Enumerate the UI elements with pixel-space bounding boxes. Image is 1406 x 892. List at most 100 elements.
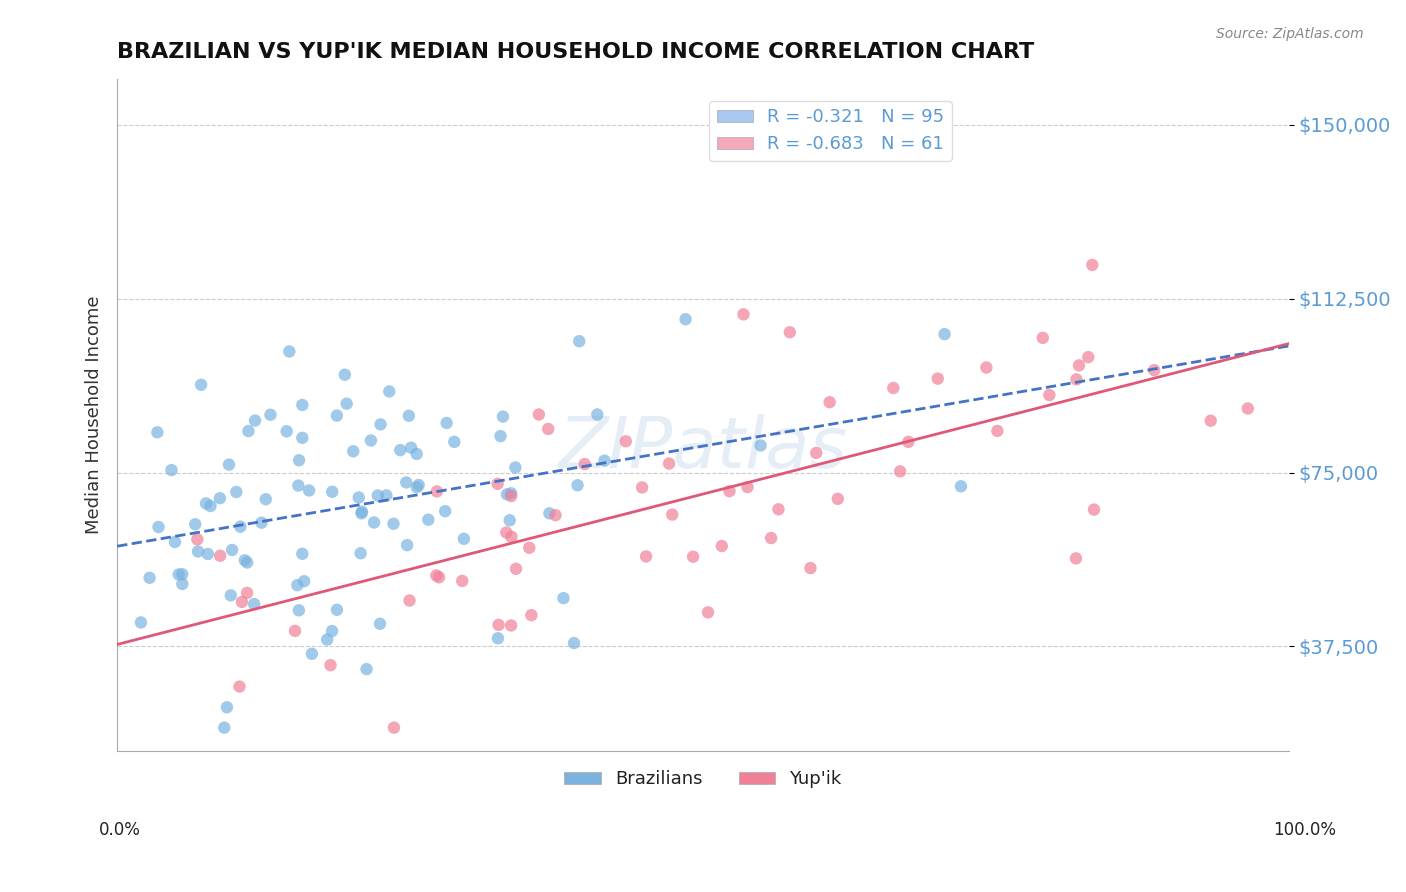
Point [378, 384, 401, 399]
Point [675, 312, 697, 326]
Point [347, 491, 370, 505]
Point [1064, 551, 1087, 566]
Point [1032, 331, 1054, 345]
Point [1083, 502, 1105, 516]
Point [172, 567, 194, 582]
Point [228, 680, 250, 694]
Point [321, 484, 343, 499]
Point [229, 519, 252, 533]
Point [350, 505, 373, 519]
Point [243, 597, 266, 611]
Point [389, 443, 412, 458]
Point [292, 574, 315, 589]
Point [517, 541, 540, 555]
Point [301, 647, 323, 661]
Point [710, 539, 733, 553]
Point [806, 446, 828, 460]
Point [215, 700, 238, 714]
Point [492, 409, 515, 424]
Point [434, 504, 457, 518]
Point [326, 603, 349, 617]
Point [733, 307, 755, 321]
Point [501, 486, 523, 500]
Point [986, 424, 1008, 438]
Point [976, 360, 998, 375]
Point [382, 516, 405, 531]
Point [436, 416, 458, 430]
Point [208, 491, 231, 505]
Point [1237, 401, 1260, 416]
Point [195, 496, 218, 510]
Point [278, 344, 301, 359]
Point [368, 616, 391, 631]
Point [631, 480, 654, 494]
Point [1066, 372, 1088, 386]
Point [818, 395, 841, 409]
Point [443, 434, 465, 449]
Point [538, 507, 561, 521]
Point [316, 632, 339, 647]
Text: BRAZILIAN VS YUP'IK MEDIAN HOUSEHOLD INCOME CORRELATION CHART: BRAZILIAN VS YUP'IK MEDIAN HOUSEHOLD INC… [117, 42, 1035, 62]
Point [336, 397, 359, 411]
Point [298, 483, 321, 498]
Point [574, 457, 596, 471]
Point [499, 513, 522, 527]
Point [288, 453, 311, 467]
Y-axis label: Median Household Income: Median Household Income [86, 295, 103, 534]
Point [184, 517, 207, 532]
Point [1143, 363, 1166, 377]
Point [200, 499, 222, 513]
Point [321, 624, 343, 638]
Point [231, 595, 253, 609]
Point [326, 409, 349, 423]
Text: ZIPatlas: ZIPatlas [558, 414, 848, 483]
Point [238, 424, 260, 438]
Point [759, 531, 782, 545]
Point [527, 408, 550, 422]
Point [360, 434, 382, 448]
Point [718, 484, 741, 499]
Point [636, 549, 658, 564]
Point [186, 533, 208, 547]
Point [496, 487, 519, 501]
Point [148, 520, 170, 534]
Point [236, 556, 259, 570]
Point [488, 618, 510, 632]
Point [172, 577, 194, 591]
Point [284, 624, 307, 638]
Point [146, 425, 169, 440]
Point [288, 603, 311, 617]
Point [737, 480, 759, 494]
Point [586, 408, 609, 422]
Point [285, 578, 308, 592]
Point [614, 434, 637, 449]
Point [236, 586, 259, 600]
Point [259, 408, 281, 422]
Point [382, 721, 405, 735]
Point [768, 502, 790, 516]
Point [396, 538, 419, 552]
Point [342, 444, 364, 458]
Point [682, 549, 704, 564]
Point [425, 568, 447, 582]
Point [363, 516, 385, 530]
Point [349, 546, 371, 560]
Point [167, 567, 190, 582]
Point [319, 658, 342, 673]
Point [501, 530, 523, 544]
Point [889, 464, 911, 478]
Point [225, 485, 247, 500]
Point [405, 447, 427, 461]
Point [501, 489, 523, 503]
Point [1077, 350, 1099, 364]
Point [427, 570, 450, 584]
Point [291, 398, 314, 412]
Point [799, 561, 821, 575]
Point [221, 543, 243, 558]
Point [520, 608, 543, 623]
Point [537, 422, 560, 436]
Point [398, 593, 420, 607]
Point [287, 478, 309, 492]
Point [568, 334, 591, 349]
Point [398, 409, 420, 423]
